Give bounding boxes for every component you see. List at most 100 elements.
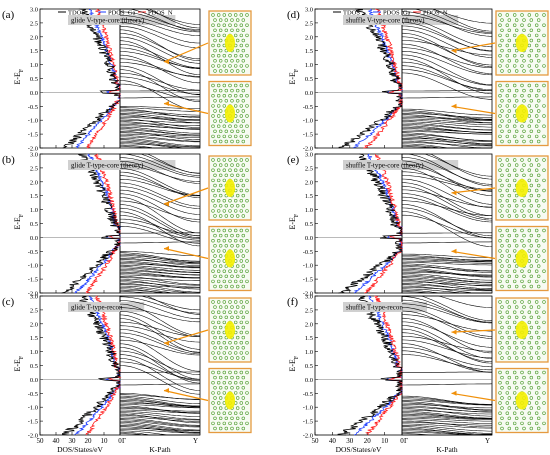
valence-band	[402, 124, 492, 131]
atom	[217, 188, 221, 193]
atom	[536, 204, 541, 208]
atom	[245, 64, 249, 68]
atom	[236, 109, 240, 113]
atom	[527, 178, 531, 183]
atom	[219, 356, 223, 360]
conduction-band	[120, 15, 200, 33]
y-tick-label: 1.5	[30, 48, 38, 55]
valence-band	[120, 277, 200, 281]
atom	[536, 119, 541, 123]
atom	[542, 381, 546, 385]
atom	[222, 341, 227, 345]
valence-band	[402, 415, 492, 420]
atom	[507, 375, 511, 380]
atom	[500, 264, 504, 268]
atom	[239, 83, 244, 88]
conduction-band	[401, 310, 493, 339]
atom	[498, 259, 502, 263]
conduction-band	[120, 361, 200, 380]
atom	[230, 173, 234, 178]
atom	[234, 53, 238, 58]
atom	[228, 351, 232, 355]
atom	[507, 99, 511, 103]
atom	[542, 83, 546, 88]
atom	[224, 315, 229, 319]
atom	[224, 129, 229, 134]
valence-band	[402, 266, 492, 272]
atom	[520, 381, 524, 385]
atom	[505, 209, 509, 213]
atom	[236, 119, 240, 123]
atom	[219, 335, 223, 340]
conduction-band	[401, 69, 493, 90]
atom	[236, 233, 240, 238]
atom	[239, 310, 244, 314]
atom	[217, 53, 221, 58]
atom	[529, 233, 533, 238]
atom	[224, 69, 229, 73]
atom	[505, 124, 509, 128]
atom	[236, 416, 240, 420]
atom	[514, 214, 519, 218]
atom	[507, 193, 511, 198]
atom	[498, 381, 502, 385]
y-tick-label: -1.0	[28, 118, 38, 125]
atom	[245, 310, 249, 314]
conduction-band	[401, 211, 493, 247]
y-tick-label: 0.0	[305, 235, 313, 242]
atom	[514, 129, 519, 134]
atom	[536, 335, 541, 340]
atom	[505, 401, 509, 405]
atom	[527, 421, 531, 426]
atom	[213, 386, 217, 390]
conduction-band	[401, 339, 493, 359]
conduction-band	[119, 314, 201, 350]
valence-band	[402, 278, 492, 287]
valence-band	[120, 280, 200, 290]
atom	[542, 239, 546, 243]
atom	[219, 88, 223, 93]
conduction-band	[402, 29, 493, 58]
charge-density-image	[208, 155, 252, 221]
atom	[230, 88, 234, 93]
conduction-band	[402, 299, 493, 323]
arrow-head	[451, 248, 457, 254]
atom	[536, 28, 541, 32]
atom	[527, 209, 531, 213]
valence-band	[120, 409, 200, 414]
atom	[500, 284, 504, 289]
atom	[522, 59, 526, 63]
atom	[514, 335, 519, 340]
atom	[222, 209, 227, 213]
atom	[245, 249, 249, 253]
atom	[211, 33, 215, 38]
valence-band	[120, 402, 200, 407]
valence-band	[120, 418, 200, 426]
conduction-band	[119, 29, 201, 61]
atom	[241, 254, 246, 258]
atom	[534, 104, 539, 108]
atom	[529, 193, 533, 198]
atom	[211, 168, 215, 172]
atom	[239, 43, 244, 48]
atom	[527, 341, 531, 345]
dos-tick-label: 10	[381, 437, 389, 445]
y-tick-label: 0.5	[305, 221, 313, 228]
atom	[222, 158, 227, 162]
atom	[219, 193, 223, 198]
valence-band	[120, 146, 200, 149]
atom	[527, 391, 531, 395]
atom	[213, 163, 217, 167]
atom	[536, 356, 541, 360]
atom	[505, 168, 509, 172]
valence-band	[120, 283, 200, 293]
atom	[213, 69, 217, 73]
atom	[219, 244, 223, 248]
conduction-band	[402, 8, 492, 33]
atom	[507, 129, 511, 134]
valence-band	[401, 273, 493, 281]
atom	[505, 64, 509, 68]
dos-frame	[39, 153, 121, 294]
atom	[230, 284, 234, 289]
atom	[500, 204, 504, 208]
